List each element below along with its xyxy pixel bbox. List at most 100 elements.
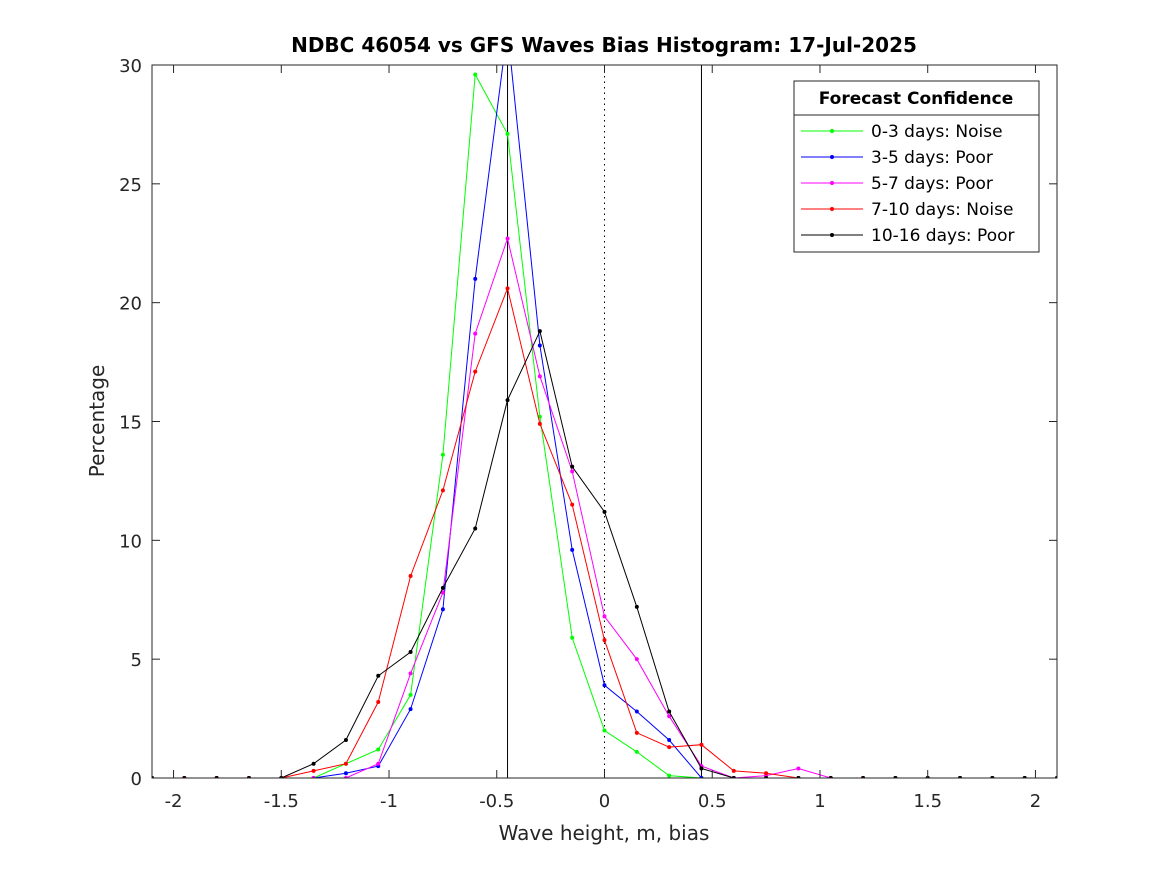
legend-entry-2: 5-7 days: Poor [801,174,993,194]
x-tick-label: -1.5 [264,791,299,812]
data-point [634,709,639,714]
data-point [764,771,769,776]
x-tick-label: 0.5 [698,791,727,812]
data-point [667,709,672,714]
chart-title: NDBC 46054 vs GFS Waves Bias Histogram: … [291,33,917,57]
data-point [634,749,639,754]
data-point [473,331,478,336]
data-point [570,635,575,640]
data-point [667,745,672,750]
legend-label: 10-16 days: Poor [871,226,1015,246]
data-point [408,671,413,676]
y-tick-label: 25 [119,175,142,196]
x-tick-label: 1.5 [913,791,942,812]
legend-label: 7-10 days: Noise [871,200,1013,220]
data-point [602,683,607,688]
data-point [667,773,672,778]
legend-marker [830,207,834,211]
data-point [311,761,316,766]
legend-title: Forecast Confidence [819,89,1014,109]
data-point [667,737,672,742]
data-point [408,650,413,655]
legend-entry-3: 7-10 days: Noise [801,200,1013,220]
data-point [570,469,575,474]
legend-entry-1: 3-5 days: Poor [801,148,993,168]
data-point [634,730,639,735]
data-point [473,526,478,531]
y-axis: 0 5 10 15 20 25 30 [119,56,1057,790]
data-point [570,502,575,507]
reference-lines [507,65,702,778]
legend-entry-0: 0-3 days: Noise [801,122,1003,142]
x-tick-label: -1 [380,791,398,812]
data-point [440,607,445,612]
data-point [440,590,445,595]
y-tick-label: 10 [119,531,142,552]
y-tick-label: 0 [131,769,142,790]
legend-marker [830,155,834,159]
data-point [602,638,607,643]
legend: Forecast Confidence 0-3 days: Noise 3-5 d… [793,80,1040,253]
legend-box [793,80,1040,253]
y-tick-label: 30 [119,56,142,77]
data-point [505,286,510,291]
legend-marker [830,233,834,237]
data-point [343,771,348,776]
data-point [440,452,445,457]
data-point [796,766,801,771]
x-tick-label: 2 [1030,791,1041,812]
data-point [602,509,607,514]
data-point [667,714,672,719]
legend-marker [830,181,834,185]
data-point [440,488,445,493]
x-axis-label: Wave height, m, bias [499,821,710,845]
data-point [343,761,348,766]
y-tick-label: 15 [119,413,142,434]
data-point [537,374,542,379]
data-point [699,742,704,747]
data-point [376,699,381,704]
x-tick-label: 1 [814,791,825,812]
x-tick-label: 0 [599,791,610,812]
legend-entries: 0-3 days: Noise 3-5 days: Poor 5-7 days: P… [801,122,1015,246]
data-point [376,747,381,752]
data-point [311,768,316,773]
y-axis-label: Percentage [85,365,109,478]
x-tick-label: -2 [165,791,183,812]
legend-label: 5-7 days: Poor [871,174,993,194]
data-point [506,27,510,31]
data-point [505,131,510,136]
data-point [570,464,575,469]
data-point [473,369,478,374]
data-point [570,547,575,552]
x-axis: -2 -1.5 -1 -0.5 0 0.5 1 1.5 2 [165,65,1041,812]
legend-entry-4: 10-16 days: Poor [801,226,1015,246]
y-tick-label: 20 [119,294,142,315]
legend-label: 3-5 days: Poor [871,148,993,168]
data-point [699,766,704,771]
data-point [634,657,639,662]
legend-label: 0-3 days: Noise [871,122,1003,142]
data-point [473,72,478,77]
data-point [408,692,413,697]
data-point [602,614,607,619]
data-point [376,761,381,766]
data-point [376,673,381,678]
data-point [343,737,348,742]
legend-marker [830,129,834,133]
data-point [537,343,542,348]
data-point [505,236,510,241]
data-point [408,573,413,578]
y-tick-label: 5 [131,650,142,671]
x-tick-label: -0.5 [479,791,514,812]
data-point [602,728,607,733]
data-point [634,604,639,609]
data-point [505,398,510,403]
data-point [440,585,445,590]
data-point [731,768,736,773]
data-point [473,276,478,281]
data-point [537,329,542,334]
data-point [408,707,413,712]
data-point [537,421,542,426]
